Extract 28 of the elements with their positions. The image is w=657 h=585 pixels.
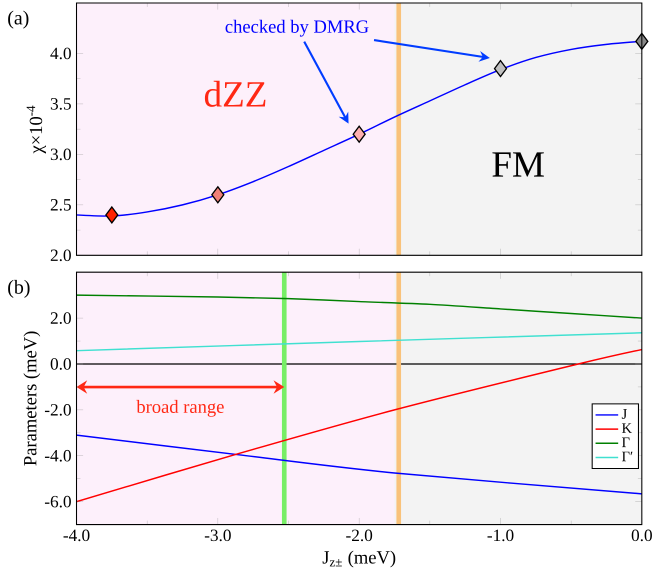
y-axis-title: χ×10$^{-4}$	[26, 106, 46, 154]
x-tick-label: -2.0	[346, 529, 372, 542]
y-tick-label: 3.0	[50, 148, 71, 160]
x-tick-label: -4.0	[64, 529, 90, 542]
band-label: FM	[492, 152, 544, 177]
y-tick-label: -4.0	[44, 450, 71, 462]
y-tick-label: -2.0	[44, 404, 71, 416]
legend-label: Γ′	[622, 452, 632, 462]
x-axis-title: J$_{z±}$ (meV)	[322, 550, 396, 568]
y-tick-label: 0.0	[50, 358, 71, 370]
annotation: checked by DMRG	[226, 20, 369, 37]
chart-title: (a)	[8, 10, 28, 29]
y-tick-label: -6.0	[44, 496, 71, 508]
chart-title: (b)	[8, 280, 30, 298]
y-tick-label: 4.0	[50, 48, 71, 60]
legend-label: Γ	[622, 437, 630, 447]
legend-label: J	[622, 409, 627, 419]
y-tick-label: 3.5	[50, 98, 71, 110]
x-tick-label: -1.0	[488, 529, 514, 542]
x-tick-label: -3.0	[204, 529, 231, 542]
legend-label: K	[622, 423, 632, 433]
annotation: broad range	[136, 400, 224, 417]
y-axis-title: Parameters (meV)	[23, 331, 40, 466]
y-tick-label: 2.0	[50, 249, 71, 262]
x-tick-label: 0.0	[632, 529, 652, 542]
y-tick-label: 2.5	[50, 198, 71, 211]
y-tick-label: 2.0	[50, 312, 71, 324]
band-label: dZZ	[204, 80, 266, 107]
